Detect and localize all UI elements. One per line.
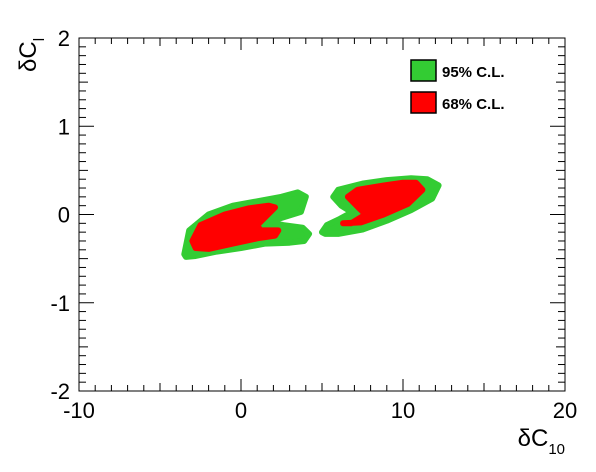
y-axis-title-sub: l <box>31 38 48 41</box>
legend-swatch-95 <box>410 59 437 82</box>
legend-swatch-68 <box>410 91 437 114</box>
plot-frame <box>78 37 566 392</box>
y-tick-label: 1 <box>58 114 70 139</box>
legend-label-68: 68% C.L. <box>442 96 505 113</box>
x-tick-label: 20 <box>553 398 577 423</box>
x-tick-label: 10 <box>391 398 415 423</box>
x-tick-label: 0 <box>235 398 247 423</box>
axis-ticks <box>78 37 566 392</box>
x-axis-title-main: δC <box>518 425 549 452</box>
y-tick-label: -1 <box>50 291 70 316</box>
x-tick-label: -10 <box>63 398 95 423</box>
y-axis-title-main: δC <box>15 41 42 72</box>
legend: 95% C.L. 68% C.L. <box>410 59 505 114</box>
y-tick-label: 0 <box>58 203 70 228</box>
x-axis-title: δC10 <box>518 425 565 458</box>
region-68cl-2 <box>340 179 426 227</box>
y-axis-title: δCl <box>15 38 48 72</box>
y-tick-label: 2 <box>58 26 70 51</box>
region-68cl-1 <box>189 202 282 252</box>
confidence-regions <box>181 175 442 260</box>
legend-label-95: 95% C.L. <box>442 64 505 81</box>
x-axis-title-sub: 10 <box>548 441 565 458</box>
y-tick-label: -2 <box>50 379 70 404</box>
